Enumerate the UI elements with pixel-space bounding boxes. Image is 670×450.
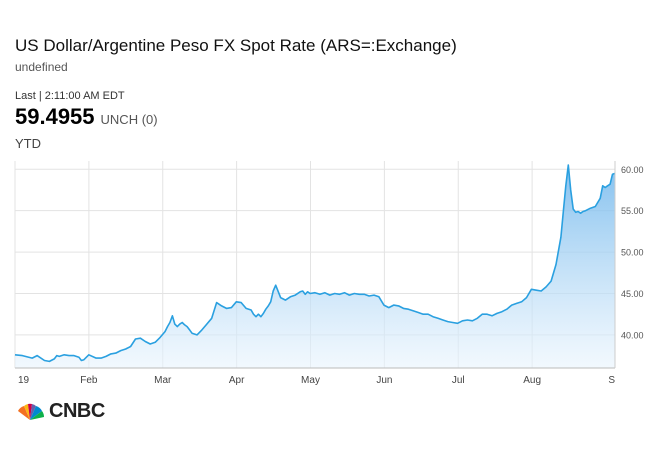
x-tick-label: 19	[18, 375, 30, 386]
y-tick-label: 55.00	[621, 206, 644, 216]
x-tick-label: Mar	[154, 375, 172, 386]
series-area	[15, 165, 615, 368]
series-line	[14, 164, 616, 363]
y-tick-label: 60.00	[621, 165, 644, 175]
x-tick-label: May	[301, 375, 320, 386]
logo-text: CNBC	[49, 400, 105, 422]
x-tick-label: Jun	[376, 375, 392, 386]
range-label[interactable]: YTD	[15, 136, 41, 151]
x-tick-label: S	[608, 375, 615, 386]
y-tick-label: 40.00	[621, 330, 644, 340]
last-trade-time: Last | 2:11:00 AM EDT	[15, 90, 125, 102]
price-row: 59.4955 UNCH (0)	[15, 104, 158, 130]
last-price: 59.4955	[15, 104, 95, 129]
x-tick-label: Jul	[452, 375, 465, 386]
x-tick-label: Aug	[523, 375, 541, 386]
page-title: US Dollar/Argentine Peso FX Spot Rate (A…	[15, 36, 457, 55]
subtitle: undefined	[15, 60, 68, 74]
cnbc-logo: CNBC	[15, 400, 105, 423]
peacock-icon	[18, 403, 44, 420]
x-tick-label: Feb	[80, 375, 98, 386]
y-tick-label: 45.00	[621, 289, 644, 299]
y-tick-label: 50.00	[621, 248, 644, 258]
x-tick-label: Apr	[229, 375, 245, 386]
price-chart: 19 Feb Mar Apr May Jun Jul Aug S 40.00 45.00 50.00 5…	[14, 161, 644, 386]
price-change: UNCH (0)	[100, 112, 158, 127]
